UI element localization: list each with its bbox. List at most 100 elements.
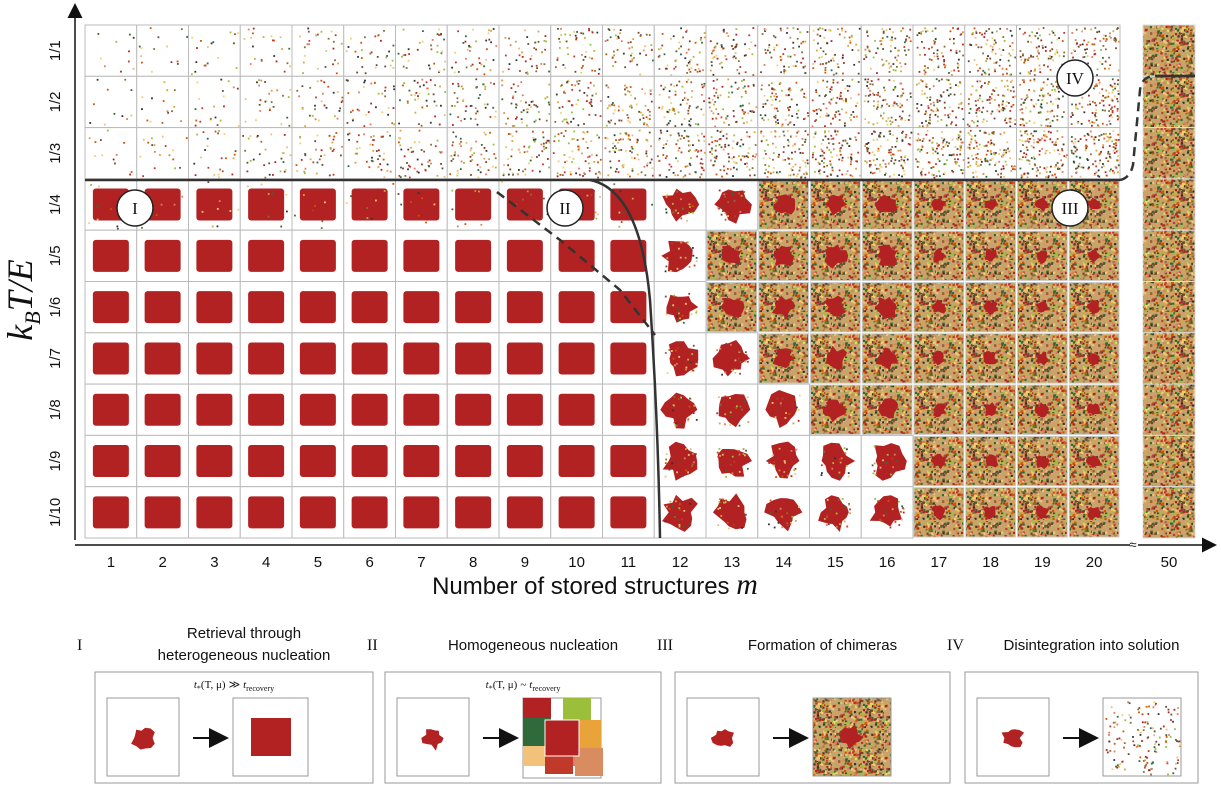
particle <box>889 176 891 178</box>
particle <box>186 36 188 38</box>
particle <box>898 174 900 176</box>
particle <box>1038 52 1040 54</box>
particle <box>1060 159 1062 161</box>
particle <box>1003 107 1005 109</box>
particle <box>661 108 663 110</box>
particle <box>944 172 946 174</box>
particle <box>738 505 740 507</box>
particle <box>495 167 497 169</box>
particle <box>296 170 298 172</box>
particle <box>859 28 861 30</box>
particle <box>992 37 994 39</box>
particle <box>748 34 750 36</box>
particle <box>605 53 607 55</box>
particle <box>779 136 781 138</box>
particle <box>750 120 752 122</box>
particle <box>1079 163 1081 165</box>
particle <box>303 62 305 64</box>
particle <box>878 148 880 150</box>
particle <box>777 514 779 516</box>
particle <box>630 94 632 96</box>
particle <box>629 91 631 93</box>
particle <box>392 60 394 62</box>
particle <box>822 155 824 157</box>
particle <box>417 95 419 97</box>
particle <box>919 151 921 153</box>
particle <box>754 45 756 47</box>
particle <box>979 97 981 99</box>
particle <box>133 37 135 39</box>
particle <box>975 100 977 102</box>
particle <box>715 145 717 147</box>
particle <box>687 359 689 361</box>
particle <box>785 119 787 121</box>
particle <box>995 53 997 55</box>
particle <box>666 314 668 316</box>
particle <box>782 53 784 55</box>
particle <box>773 171 775 173</box>
cell <box>862 231 912 280</box>
particle <box>823 162 825 164</box>
particle <box>571 112 573 114</box>
particle <box>666 453 668 455</box>
particle <box>779 100 781 102</box>
particle <box>686 52 688 54</box>
particle <box>1046 84 1048 86</box>
particle <box>1065 156 1067 158</box>
particle <box>272 193 274 195</box>
particle <box>742 155 744 157</box>
particle <box>670 102 672 104</box>
particle <box>783 471 785 473</box>
particle <box>531 55 533 57</box>
particle <box>139 156 141 158</box>
particle <box>662 147 664 149</box>
particle <box>746 121 748 123</box>
particle <box>662 106 664 108</box>
particle <box>830 174 832 176</box>
particle <box>488 39 490 41</box>
particle <box>1090 29 1092 31</box>
cell-frame <box>137 76 189 127</box>
particle <box>764 95 766 97</box>
particle <box>842 54 844 56</box>
particle <box>772 454 774 456</box>
particle <box>1019 84 1021 86</box>
cell <box>447 179 499 230</box>
particle <box>1085 150 1087 152</box>
particle <box>793 174 795 176</box>
cell <box>706 333 758 384</box>
retrieved-structure <box>352 394 388 426</box>
particle <box>968 98 970 100</box>
cell-frame <box>1143 76 1195 127</box>
particle <box>370 123 372 125</box>
particle <box>669 134 671 136</box>
particle <box>564 171 566 173</box>
particle <box>686 30 688 32</box>
particle <box>460 141 462 143</box>
cell <box>654 282 706 333</box>
particle <box>788 145 790 147</box>
cell-frame <box>654 76 706 127</box>
particle <box>674 424 676 426</box>
cell <box>1143 282 1195 333</box>
particle <box>215 117 217 119</box>
particle <box>733 115 735 117</box>
particle <box>1094 102 1096 104</box>
particle <box>350 195 352 197</box>
particle <box>752 155 754 157</box>
particle <box>273 55 275 57</box>
cell <box>1018 436 1068 485</box>
particle <box>895 70 897 72</box>
particle <box>692 370 694 372</box>
cell-frame <box>499 25 551 76</box>
particle <box>838 66 840 68</box>
particle <box>850 161 852 163</box>
particle <box>520 100 522 102</box>
particle <box>776 96 778 98</box>
particle <box>582 175 584 177</box>
particle <box>888 149 890 151</box>
particle <box>536 67 538 69</box>
particle <box>333 48 335 50</box>
particle <box>588 156 590 158</box>
particle <box>631 60 633 62</box>
